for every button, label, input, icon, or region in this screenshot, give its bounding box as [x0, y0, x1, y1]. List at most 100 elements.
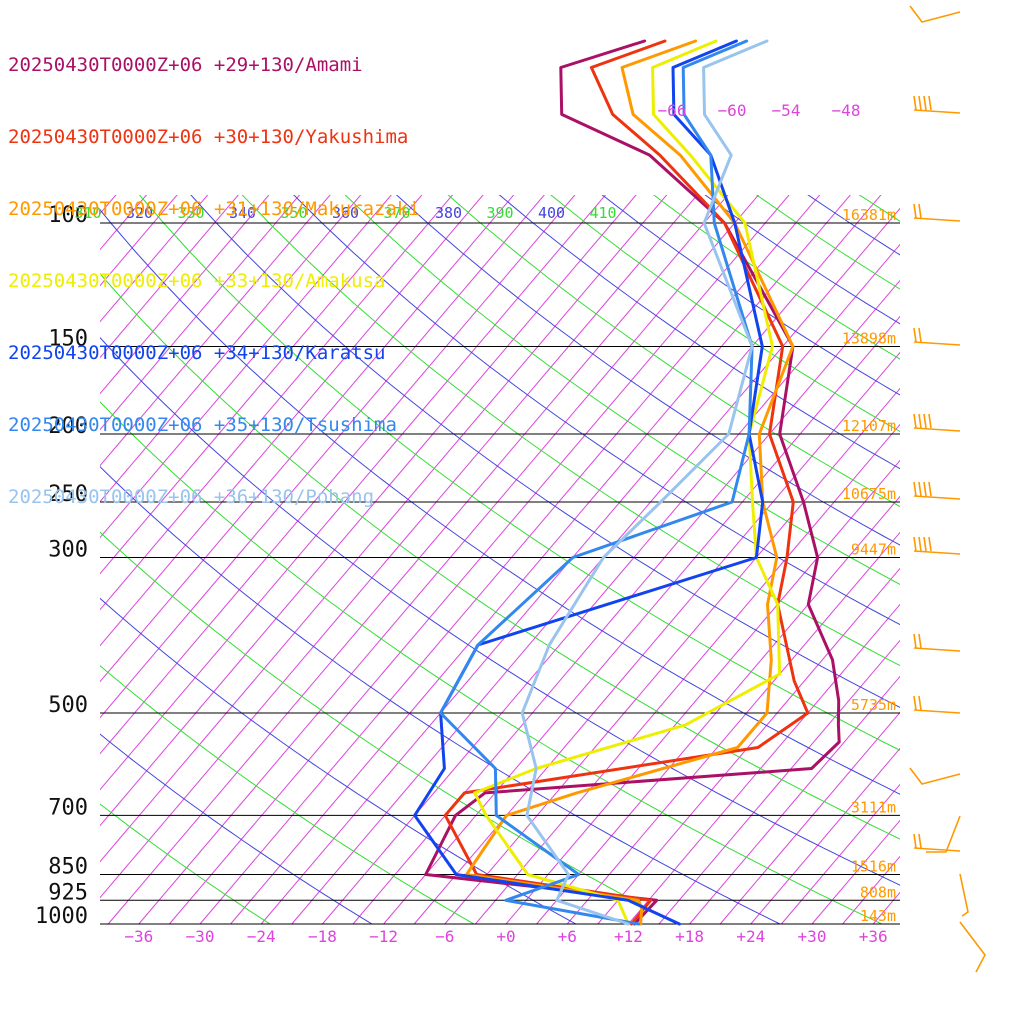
temperature-tick-label: −6	[435, 927, 454, 946]
barb-staff	[913, 847, 961, 852]
isotherm-line	[322, 243, 900, 925]
temperature-tick-label: −30	[186, 927, 215, 946]
height-label: 5735m	[851, 696, 896, 714]
temperature-tick-label: +30	[798, 927, 827, 946]
isotherm-label: −60	[718, 101, 747, 120]
theta-label: 350	[280, 204, 307, 222]
temperature-tick-label: −24	[247, 927, 276, 946]
theta-label: 360	[332, 204, 359, 222]
temperature-tick-label: −36	[124, 927, 153, 946]
theta-line	[293, 195, 900, 626]
barb-flag	[913, 481, 917, 497]
theta-line	[447, 195, 900, 508]
isotherm-label: −48	[832, 101, 861, 120]
barb-flag	[918, 633, 922, 649]
legend-entry: 20250430T0000Z+06 +31+130/Makurazaki	[8, 198, 420, 220]
legend-entry: 20250430T0000Z+06 +29+130/Amami	[8, 54, 363, 76]
isotherm-label: −66	[658, 101, 687, 120]
barb-staff	[913, 495, 961, 500]
height-label: 1516m	[851, 858, 896, 876]
theta-label: 390	[486, 204, 513, 222]
theta-label: 330	[177, 204, 204, 222]
isotherm-line	[100, 195, 178, 287]
isotherm-line	[475, 423, 900, 925]
isotherm-line	[100, 195, 484, 647]
wind-barb	[913, 481, 961, 500]
isotherm-label: −54	[772, 101, 801, 120]
height-label: 808m	[860, 883, 896, 901]
series-line	[520, 39, 769, 926]
barb-staff	[913, 341, 961, 346]
wind-barb	[913, 633, 961, 652]
pressure-lines	[100, 222, 900, 925]
barb-flag	[913, 633, 917, 649]
pressure-tick-label: 300	[48, 537, 88, 562]
wind-barb	[913, 536, 961, 555]
isotherm-line	[100, 195, 362, 503]
isotherm-line	[230, 195, 851, 925]
pressure-tick-label: 700	[48, 795, 88, 820]
barb-staff	[909, 5, 961, 23]
theta-label: 410	[589, 204, 616, 222]
sounding-series	[413, 39, 841, 926]
isotherm-line	[100, 195, 545, 719]
legend-entry: 20250430T0000Z+06 +30+130/Yakushima	[8, 126, 409, 148]
theta-line	[100, 531, 679, 925]
barb-flag	[918, 695, 922, 711]
isotherm-line	[658, 639, 900, 925]
barb-flag	[918, 203, 922, 219]
theta-line	[100, 336, 900, 886]
isotherm-line	[169, 195, 790, 925]
barb-flag	[923, 413, 927, 429]
barb-flag	[923, 481, 927, 497]
barb-flag	[918, 536, 922, 552]
barb-flag	[918, 833, 922, 849]
pressure-tick-label: 925	[48, 880, 88, 905]
barb-staff	[909, 767, 961, 785]
theta-line	[100, 272, 900, 840]
isotherm-line	[100, 195, 637, 827]
theta-line	[241, 195, 900, 667]
isotherm-line	[352, 279, 900, 925]
height-label: 10675m	[842, 485, 896, 503]
isotherm-line	[100, 195, 331, 467]
theta-line	[100, 466, 781, 925]
isotherm-line	[536, 495, 900, 925]
isotherm-line	[100, 195, 117, 215]
isotherm-line	[444, 387, 900, 925]
isotherm-line	[199, 195, 821, 925]
theta-line	[344, 195, 900, 586]
barb-flag	[918, 413, 922, 429]
height-label: 143m	[860, 907, 896, 925]
isotherm-line	[750, 747, 900, 925]
barb-flag	[918, 327, 922, 343]
barb-flag	[923, 95, 927, 111]
pressure-tick-label: 200	[48, 414, 88, 439]
theta-line	[100, 803, 271, 925]
temperature-tick-label: +12	[614, 927, 643, 946]
barb-flag	[913, 327, 917, 343]
isotherm-line	[413, 351, 900, 925]
series-line	[473, 39, 782, 926]
series-line	[465, 39, 795, 926]
theta-label: 310	[74, 204, 101, 222]
height-label: 12107m	[842, 417, 896, 435]
isotherm-line	[597, 567, 900, 925]
wind-barb	[913, 95, 961, 114]
theta-line	[100, 733, 373, 925]
barb-flag	[928, 413, 932, 429]
theta-line	[100, 208, 900, 795]
height-label: 13898m	[842, 329, 896, 347]
barb-staff	[913, 709, 961, 714]
isotherm-line	[781, 783, 900, 925]
isotherm-line	[138, 195, 760, 925]
isotherm-line	[100, 195, 209, 323]
wind-barbs	[909, 5, 986, 973]
theta-line	[755, 195, 900, 290]
theta-label: 320	[126, 204, 153, 222]
barb-flag	[918, 481, 922, 497]
height-label: 16381m	[842, 206, 896, 224]
